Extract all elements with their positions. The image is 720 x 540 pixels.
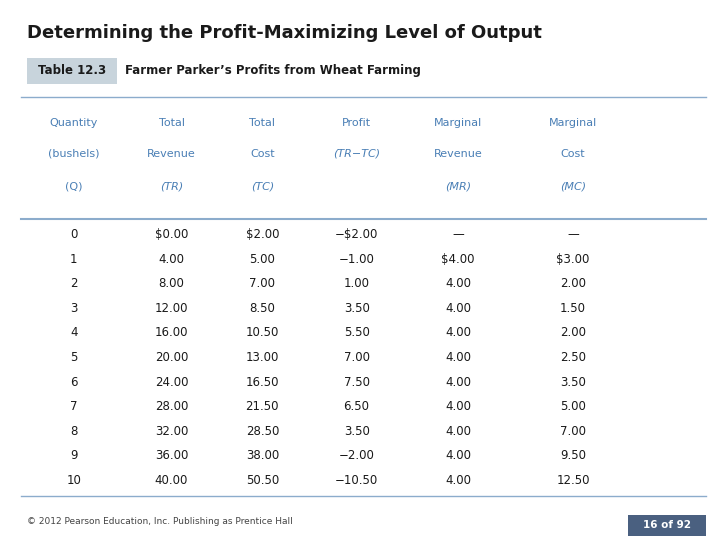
Text: 7.00: 7.00 bbox=[560, 424, 586, 437]
Text: 1: 1 bbox=[70, 253, 78, 266]
Text: 6.50: 6.50 bbox=[343, 400, 369, 413]
Text: Table 12.3: Table 12.3 bbox=[38, 64, 107, 77]
Text: 4.00: 4.00 bbox=[445, 424, 471, 437]
Text: 50.50: 50.50 bbox=[246, 474, 279, 487]
Text: 0: 0 bbox=[70, 228, 78, 241]
Text: 16.00: 16.00 bbox=[155, 327, 189, 340]
Text: 4: 4 bbox=[70, 327, 78, 340]
Text: $3.00: $3.00 bbox=[557, 253, 590, 266]
Text: −2.00: −2.00 bbox=[338, 449, 374, 462]
Text: 10.50: 10.50 bbox=[246, 327, 279, 340]
Text: Determining the Profit-Maximizing Level of Output: Determining the Profit-Maximizing Level … bbox=[27, 24, 542, 42]
Text: 5.00: 5.00 bbox=[560, 400, 586, 413]
Text: 16.50: 16.50 bbox=[246, 375, 279, 388]
Text: 4.00: 4.00 bbox=[158, 253, 184, 266]
Text: (Q): (Q) bbox=[65, 181, 83, 191]
Text: 28.00: 28.00 bbox=[155, 400, 188, 413]
Text: 4.00: 4.00 bbox=[445, 375, 471, 388]
Text: (TC): (TC) bbox=[251, 181, 274, 191]
Text: Profit: Profit bbox=[342, 118, 372, 128]
Text: 28.50: 28.50 bbox=[246, 424, 279, 437]
Text: 4.00: 4.00 bbox=[445, 474, 471, 487]
Text: 4.00: 4.00 bbox=[445, 278, 471, 291]
Text: 9.50: 9.50 bbox=[560, 449, 586, 462]
Text: 8.00: 8.00 bbox=[158, 278, 184, 291]
Text: Cost: Cost bbox=[561, 148, 585, 159]
Text: 7.00: 7.00 bbox=[343, 351, 369, 364]
Text: Revenue: Revenue bbox=[147, 148, 196, 159]
Text: 4.00: 4.00 bbox=[445, 302, 471, 315]
Text: 2.00: 2.00 bbox=[560, 278, 586, 291]
Text: 4.00: 4.00 bbox=[445, 400, 471, 413]
Text: 38.00: 38.00 bbox=[246, 449, 279, 462]
Text: 6: 6 bbox=[70, 375, 78, 388]
Text: —: — bbox=[452, 228, 464, 241]
Text: 36.00: 36.00 bbox=[155, 449, 188, 462]
Text: (bushels): (bushels) bbox=[48, 148, 99, 159]
Text: 12.50: 12.50 bbox=[557, 474, 590, 487]
Text: 5.00: 5.00 bbox=[249, 253, 275, 266]
Text: (MR): (MR) bbox=[445, 181, 471, 191]
Text: Total: Total bbox=[249, 118, 275, 128]
Text: 4.00: 4.00 bbox=[445, 449, 471, 462]
Text: 3.50: 3.50 bbox=[343, 424, 369, 437]
Text: 2.00: 2.00 bbox=[560, 327, 586, 340]
Text: 21.50: 21.50 bbox=[246, 400, 279, 413]
Text: 7.50: 7.50 bbox=[343, 375, 369, 388]
Text: Marginal: Marginal bbox=[433, 118, 482, 128]
Text: −$2.00: −$2.00 bbox=[335, 228, 378, 241]
Text: 3.50: 3.50 bbox=[343, 302, 369, 315]
Text: 13.00: 13.00 bbox=[246, 351, 279, 364]
Text: $4.00: $4.00 bbox=[441, 253, 474, 266]
Text: —: — bbox=[567, 228, 579, 241]
Text: 8.50: 8.50 bbox=[249, 302, 275, 315]
Text: (TR): (TR) bbox=[160, 181, 183, 191]
Text: 16 of 92: 16 of 92 bbox=[643, 521, 690, 530]
Text: 40.00: 40.00 bbox=[155, 474, 188, 487]
Text: 32.00: 32.00 bbox=[155, 424, 188, 437]
Text: (MC): (MC) bbox=[560, 181, 586, 191]
Text: 20.00: 20.00 bbox=[155, 351, 188, 364]
Text: 2: 2 bbox=[70, 278, 78, 291]
Text: 3: 3 bbox=[70, 302, 78, 315]
Text: 10: 10 bbox=[66, 474, 81, 487]
Text: −1.00: −1.00 bbox=[338, 253, 374, 266]
Text: 2.50: 2.50 bbox=[560, 351, 586, 364]
Text: © 2012 Pearson Education, Inc. Publishing as Prentice Hall: © 2012 Pearson Education, Inc. Publishin… bbox=[27, 517, 293, 526]
Text: Marginal: Marginal bbox=[549, 118, 598, 128]
Text: 5: 5 bbox=[70, 351, 78, 364]
Text: 3.50: 3.50 bbox=[560, 375, 586, 388]
Text: Quantity: Quantity bbox=[50, 118, 98, 128]
Text: 7.00: 7.00 bbox=[249, 278, 275, 291]
Text: 1.50: 1.50 bbox=[560, 302, 586, 315]
Text: Cost: Cost bbox=[250, 148, 274, 159]
Text: 7: 7 bbox=[70, 400, 78, 413]
Text: −10.50: −10.50 bbox=[335, 474, 378, 487]
Text: 4.00: 4.00 bbox=[445, 327, 471, 340]
Text: 4.00: 4.00 bbox=[445, 351, 471, 364]
Text: 24.00: 24.00 bbox=[155, 375, 189, 388]
Text: 12.00: 12.00 bbox=[155, 302, 189, 315]
Text: 8: 8 bbox=[70, 424, 78, 437]
Text: 9: 9 bbox=[70, 449, 78, 462]
Text: (TR−TC): (TR−TC) bbox=[333, 148, 380, 159]
Text: Total: Total bbox=[158, 118, 184, 128]
Text: 1.00: 1.00 bbox=[343, 278, 369, 291]
Text: 5.50: 5.50 bbox=[343, 327, 369, 340]
Text: $0.00: $0.00 bbox=[155, 228, 188, 241]
Text: Revenue: Revenue bbox=[433, 148, 482, 159]
Text: Farmer Parker’s Profits from Wheat Farming: Farmer Parker’s Profits from Wheat Farmi… bbox=[125, 64, 420, 77]
Text: $2.00: $2.00 bbox=[246, 228, 279, 241]
